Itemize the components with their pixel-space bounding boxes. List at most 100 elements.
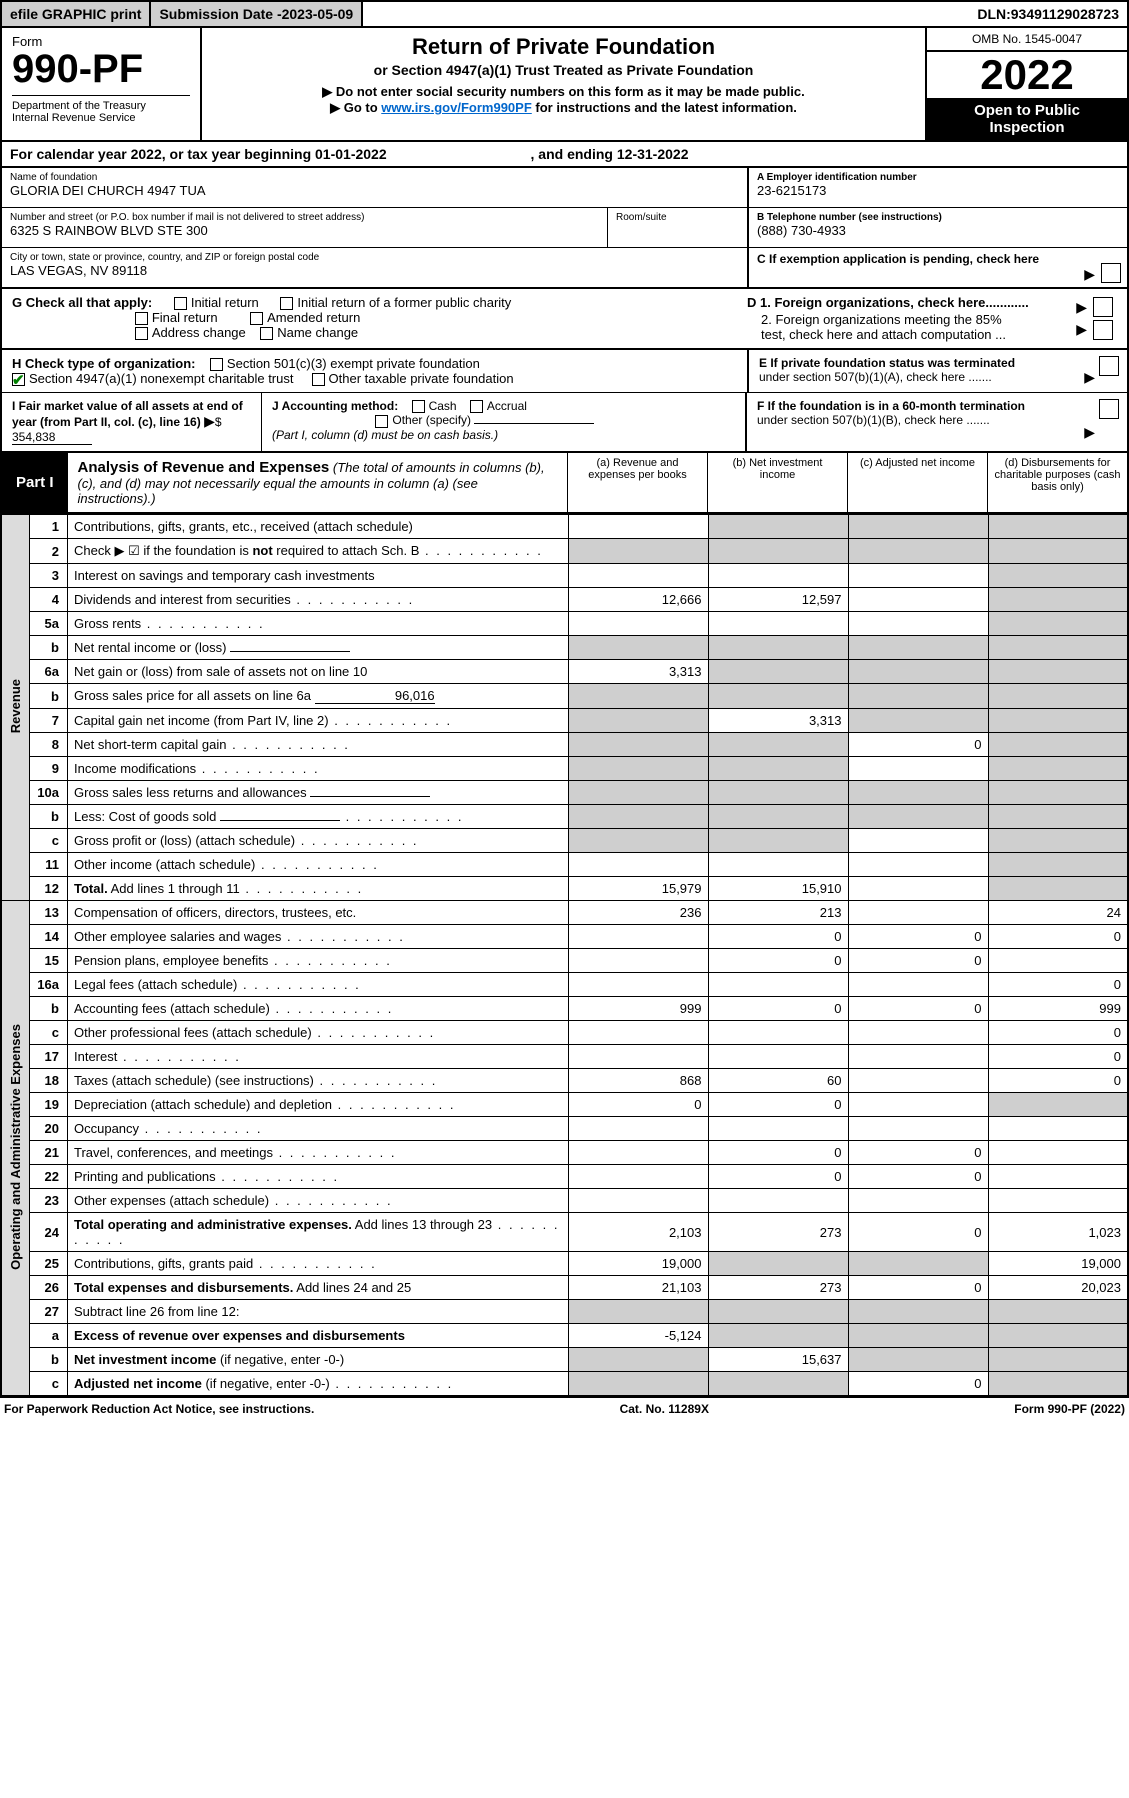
- page-footer: For Paperwork Reduction Act Notice, see …: [0, 1397, 1129, 1420]
- g-initial-return-checkbox[interactable]: [174, 297, 187, 310]
- h-opt-501c3: Section 501(c)(3) exempt private foundat…: [227, 356, 480, 371]
- info-block: Name of foundation GLORIA DEI CHURCH 494…: [0, 168, 1129, 288]
- line-description: Gross sales price for all assets on line…: [68, 684, 569, 709]
- table-row: bLess: Cost of goods sold: [1, 805, 1128, 829]
- line-description: Subtract line 26 from line 12:: [68, 1300, 569, 1324]
- amount-cell: [988, 877, 1128, 901]
- g-opt-name: Name change: [277, 325, 358, 340]
- dept-line2: Internal Revenue Service: [12, 112, 190, 124]
- arrow-icon: ▶: [1076, 299, 1087, 316]
- amount-cell: [848, 829, 988, 853]
- form-title: Return of Private Foundation: [212, 34, 915, 60]
- line-number: c: [30, 1021, 68, 1045]
- table-row: 19Depreciation (attach schedule) and dep…: [1, 1093, 1128, 1117]
- city-label: City or town, state or province, country…: [10, 252, 739, 263]
- i-value: 354,838: [12, 430, 92, 445]
- amount-cell: [848, 1300, 988, 1324]
- amount-cell: [568, 1189, 708, 1213]
- h-501c3-checkbox[interactable]: [210, 358, 223, 371]
- amount-cell: 12,666: [568, 588, 708, 612]
- e-checkbox[interactable]: [1099, 356, 1119, 376]
- amount-cell: 0: [988, 925, 1128, 949]
- line-number: 2: [30, 539, 68, 564]
- g-address-change-checkbox[interactable]: [135, 327, 148, 340]
- amount-cell: [568, 1141, 708, 1165]
- line-number: 13: [30, 901, 68, 925]
- amount-cell: [568, 1348, 708, 1372]
- irs-link[interactable]: www.irs.gov/Form990PF: [381, 100, 532, 115]
- link-post: for instructions and the latest informat…: [535, 100, 796, 115]
- info-right: A Employer identification number 23-6215…: [747, 168, 1127, 288]
- ein-cell: A Employer identification number 23-6215…: [749, 168, 1127, 208]
- amount-cell: [988, 1300, 1128, 1324]
- c-checkbox[interactable]: [1101, 263, 1121, 283]
- d1-label: D 1. Foreign organizations, check here..…: [747, 295, 1029, 310]
- amount-cell: [568, 612, 708, 636]
- table-row: 18Taxes (attach schedule) (see instructi…: [1, 1069, 1128, 1093]
- line-description: Other employee salaries and wages: [68, 925, 569, 949]
- amount-cell: 0: [848, 1141, 988, 1165]
- amount-cell: [848, 781, 988, 805]
- part1-label: Part I: [2, 453, 68, 512]
- amount-cell: [568, 853, 708, 877]
- submission-date: Submission Date - 2023-05-09: [151, 2, 363, 26]
- header-left: Form 990-PF Department of the Treasury I…: [2, 28, 202, 140]
- j-accrual-checkbox[interactable]: [470, 400, 483, 413]
- form-header: Form 990-PF Department of the Treasury I…: [0, 28, 1129, 142]
- open-to-public: Open to Public Inspection: [927, 98, 1127, 140]
- amount-cell: [988, 829, 1128, 853]
- g-final-return-checkbox[interactable]: [135, 312, 148, 325]
- g-amended-checkbox[interactable]: [250, 312, 263, 325]
- i-cell: I Fair market value of all assets at end…: [2, 393, 262, 451]
- amount-cell: [568, 1372, 708, 1397]
- table-row: 22Printing and publications00: [1, 1165, 1128, 1189]
- line-description: Total. Add lines 1 through 11: [68, 877, 569, 901]
- open-pub-2: Inspection: [927, 119, 1127, 136]
- g-name-change-checkbox[interactable]: [260, 327, 273, 340]
- amount-cell: [988, 757, 1128, 781]
- h-label: H Check type of organization:: [12, 356, 195, 371]
- topbar: efile GRAPHIC print Submission Date - 20…: [0, 0, 1129, 28]
- g-opt-final: Final return: [152, 310, 218, 325]
- line-number: 11: [30, 853, 68, 877]
- table-row: 17Interest0: [1, 1045, 1128, 1069]
- g-initial-former-checkbox[interactable]: [280, 297, 293, 310]
- amount-cell: 0: [988, 1045, 1128, 1069]
- table-row: cOther professional fees (attach schedul…: [1, 1021, 1128, 1045]
- line-number: 22: [30, 1165, 68, 1189]
- line-number: 18: [30, 1069, 68, 1093]
- amount-cell: [708, 1324, 848, 1348]
- amount-cell: [708, 684, 848, 709]
- amount-cell: [848, 1045, 988, 1069]
- amount-cell: [988, 539, 1128, 564]
- header-center: Return of Private Foundation or Section …: [202, 28, 927, 140]
- j-cash-checkbox[interactable]: [412, 400, 425, 413]
- amount-cell: [988, 709, 1128, 733]
- line-description: Depreciation (attach schedule) and deple…: [68, 1093, 569, 1117]
- footer-mid: Cat. No. 11289X: [620, 1402, 709, 1416]
- efile-print-button[interactable]: efile GRAPHIC print: [2, 2, 151, 26]
- amount-cell: 19,000: [568, 1252, 708, 1276]
- line-number: 14: [30, 925, 68, 949]
- d1-checkbox[interactable]: [1093, 297, 1113, 317]
- amount-cell: 273: [708, 1213, 848, 1252]
- amount-cell: [848, 1324, 988, 1348]
- dln-label: DLN:: [977, 6, 1010, 22]
- amount-cell: [988, 1324, 1128, 1348]
- table-row: 27Subtract line 26 from line 12:: [1, 1300, 1128, 1324]
- table-row: aExcess of revenue over expenses and dis…: [1, 1324, 1128, 1348]
- j-other-checkbox[interactable]: [375, 415, 388, 428]
- f-checkbox[interactable]: [1099, 399, 1119, 419]
- j-opt-other: Other (specify): [392, 413, 471, 427]
- foundation-name-cell: Name of foundation GLORIA DEI CHURCH 494…: [2, 168, 747, 208]
- h-other-checkbox[interactable]: [312, 373, 325, 386]
- open-pub-1: Open to Public: [927, 102, 1127, 119]
- line-number: 23: [30, 1189, 68, 1213]
- table-row: 21Travel, conferences, and meetings00: [1, 1141, 1128, 1165]
- h-4947-checkbox[interactable]: [12, 373, 25, 386]
- amount-cell: 15,637: [708, 1348, 848, 1372]
- d2-checkbox[interactable]: [1093, 320, 1113, 340]
- tax-year: 2022: [927, 52, 1127, 98]
- amount-cell: [708, 973, 848, 997]
- amount-cell: 0: [708, 1141, 848, 1165]
